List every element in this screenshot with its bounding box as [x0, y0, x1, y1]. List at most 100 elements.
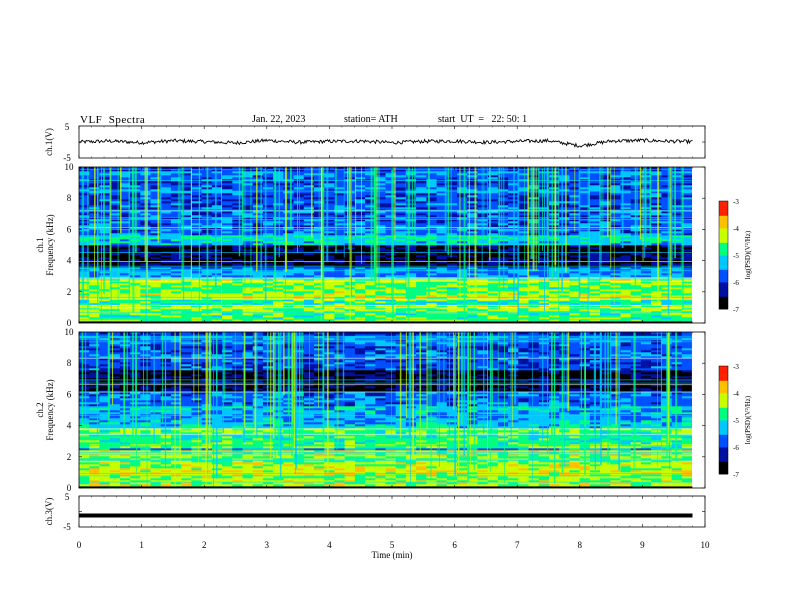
spectrogram-cell — [661, 255, 672, 258]
spectrogram-cell — [211, 279, 223, 282]
spectrogram-cell — [354, 185, 366, 188]
spectrogram-cell — [89, 299, 100, 302]
spectrogram-cell — [283, 171, 294, 174]
spectrogram-cell — [160, 289, 172, 292]
spectrogram-cell — [211, 235, 223, 238]
spectrogram-cell — [211, 167, 223, 170]
spectrogram-cell — [661, 269, 672, 272]
spectrogram-cell — [559, 237, 570, 240]
spectrogram-cell — [109, 263, 121, 266]
spectrogram-cell — [600, 289, 611, 292]
spectrogram-cell — [283, 229, 294, 232]
spectrogram-cell — [150, 253, 161, 256]
sferic-streak — [117, 167, 119, 314]
spectrogram-cell — [497, 261, 509, 264]
spectrogram-cell — [497, 273, 509, 276]
spectrogram-cell — [661, 245, 672, 248]
spectrogram-cell — [314, 279, 325, 282]
spectrogram-cell — [681, 185, 693, 188]
spectrogram-cell — [191, 287, 202, 290]
spectrogram-cell — [671, 299, 683, 302]
spectrogram-cell — [579, 315, 591, 318]
spectrogram-cell — [170, 249, 182, 252]
spectrogram-cell — [375, 253, 386, 256]
spectrogram-cell — [610, 229, 621, 232]
spectrogram-cell — [354, 191, 366, 194]
spectrogram-cell — [589, 177, 601, 180]
spectrogram-cell — [416, 215, 427, 218]
spectrogram-cell — [170, 313, 182, 316]
spectrogram-cell — [354, 287, 366, 290]
spectrogram-cell — [661, 199, 672, 202]
spectrogram-cell — [661, 239, 672, 242]
spectrogram-cell — [150, 223, 161, 226]
spectrogram-cell — [416, 213, 427, 216]
spectrogram-cell — [467, 275, 478, 278]
spectrogram-cell — [79, 293, 90, 296]
spectrogram-cell — [589, 195, 601, 198]
spectrogram-cell — [191, 259, 202, 262]
spectrogram-cell — [681, 301, 693, 304]
spectrogram-cell — [170, 285, 182, 288]
spectrogram-cell — [681, 183, 693, 186]
sferic-streak — [190, 167, 192, 290]
spectrogram-cell — [549, 287, 560, 290]
spectrogram-cell — [262, 275, 274, 278]
spectrogram-cell — [467, 301, 478, 304]
spectrogram-cell — [273, 293, 284, 296]
spectrogram-cell — [610, 219, 621, 222]
spectrogram-cell — [170, 257, 182, 260]
spectrogram-cell — [446, 181, 458, 184]
spectrogram-cell — [324, 267, 335, 270]
spectrogram-cell — [252, 221, 264, 224]
spectrogram-cell — [671, 309, 683, 312]
spectrogram-cell — [610, 245, 621, 248]
spectrogram-cell — [191, 263, 202, 266]
spectrogram-cell — [130, 263, 141, 266]
spectrogram-cell — [365, 253, 376, 256]
spectrogram-cell — [303, 219, 315, 222]
spectrogram-cell — [385, 257, 396, 260]
spectrogram-cell — [262, 285, 274, 288]
spectrogram-cell — [640, 289, 652, 292]
spectrogram-cell — [181, 225, 192, 228]
spectrogram-cell — [457, 315, 468, 318]
spectrogram-cell — [640, 267, 652, 270]
spectrogram-cell — [365, 263, 376, 266]
spectrogram-cell — [242, 175, 253, 178]
spectrogram-cell — [211, 259, 223, 262]
spectrogram-cell — [610, 253, 621, 256]
spectrogram-cell — [150, 309, 161, 312]
spectrogram-cell — [416, 249, 427, 252]
spectrogram-cell — [222, 255, 233, 258]
spectrogram-cell — [610, 273, 621, 276]
spectrogram-cell — [232, 243, 243, 246]
spectrogram-cell — [640, 279, 652, 282]
spectrogram-cell — [416, 279, 427, 282]
spectrogram-cell — [89, 313, 100, 316]
spectrogram-cell — [446, 203, 458, 206]
spectrogram-cell — [252, 315, 264, 318]
spectrogram-cell — [559, 219, 570, 222]
spectrogram-cell — [191, 213, 202, 216]
spectrogram-cell — [181, 303, 192, 306]
spectrogram-cell — [487, 289, 499, 292]
spectrogram-cell — [416, 255, 427, 258]
spectrogram-cell — [395, 185, 407, 188]
spectrogram-cell — [395, 291, 407, 294]
spectrogram-cell — [436, 197, 448, 200]
spectrogram-cell — [222, 285, 233, 288]
ch1-spectrogram-ytick-label: 8 — [67, 193, 72, 203]
spectrogram-cell — [232, 183, 243, 186]
spectrogram-cell — [375, 229, 386, 232]
spectrogram-cell — [365, 295, 376, 298]
spectrogram-cell — [416, 289, 427, 292]
sferic-streak — [427, 167, 430, 296]
sferic-streak — [517, 167, 520, 317]
spectrogram-cell — [661, 271, 672, 274]
spectrogram-cell — [569, 287, 580, 290]
spectrogram-cell — [405, 255, 417, 258]
spectrogram-cell — [375, 223, 386, 226]
spectrogram-cell — [293, 201, 305, 204]
spectrogram-cell — [405, 187, 417, 190]
